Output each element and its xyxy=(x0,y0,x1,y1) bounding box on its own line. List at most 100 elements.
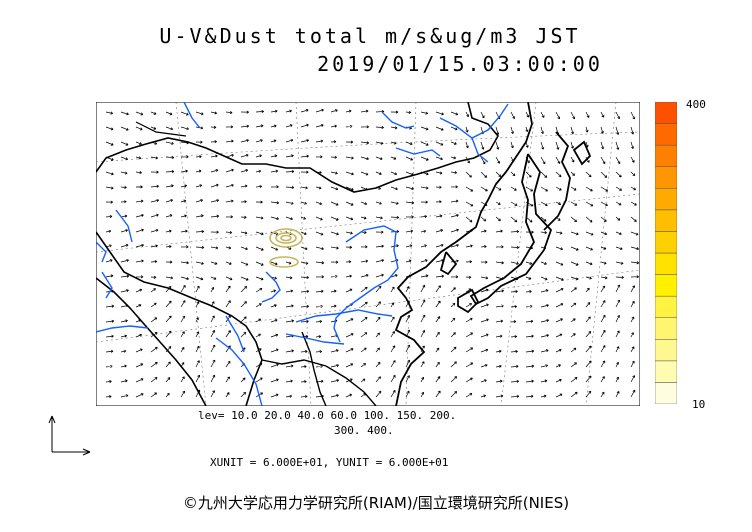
wind-arrow xyxy=(420,111,429,115)
wind-arrow xyxy=(345,109,352,113)
wind-arrow xyxy=(435,347,440,353)
wind-arrow xyxy=(195,301,200,308)
wind-arrow xyxy=(525,111,530,118)
colorbar-min-label: 10 xyxy=(692,398,706,411)
wind-arrow xyxy=(300,246,308,251)
wind-arrow xyxy=(150,377,158,383)
wind-arrow xyxy=(105,304,115,308)
wind-arrow xyxy=(285,261,292,265)
wind-arrow xyxy=(540,334,549,338)
wind-arrow xyxy=(585,156,590,163)
wind-arrow xyxy=(360,316,368,323)
wind-arrow xyxy=(285,124,293,128)
wind-arrow xyxy=(300,216,306,220)
wind-arrow xyxy=(270,216,279,221)
wind-arrow xyxy=(480,303,489,308)
wind-arrow xyxy=(150,228,159,233)
wind-arrow xyxy=(585,390,592,398)
wind-arrow xyxy=(180,199,187,203)
wind-arrow xyxy=(225,215,233,219)
wind-arrow xyxy=(345,171,354,176)
wind-arrow xyxy=(255,139,263,143)
wind-arrow xyxy=(420,391,425,398)
wind-arrow xyxy=(135,378,144,383)
wind-arrow xyxy=(255,303,262,308)
wind-arrow xyxy=(600,186,609,192)
wind-arrow xyxy=(255,169,262,173)
wind-arrow xyxy=(435,111,444,116)
wind-arrow xyxy=(255,216,264,220)
wind-arrow xyxy=(300,365,307,369)
wind-arrow xyxy=(285,169,295,174)
wind-arrow xyxy=(420,284,426,293)
wind-arrow xyxy=(465,332,474,338)
wind-arrow xyxy=(195,184,203,188)
wind-arrow xyxy=(450,287,456,293)
wind-arrow xyxy=(540,349,549,353)
wind-arrow xyxy=(555,333,563,338)
wind-arrow xyxy=(495,186,502,191)
wind-arrow xyxy=(210,154,218,158)
wind-arrow xyxy=(630,141,635,149)
wind-arrow xyxy=(525,349,535,353)
wind-arrow xyxy=(450,199,459,203)
wind-arrow xyxy=(330,171,338,175)
wind-arrow xyxy=(345,260,352,264)
wind-arrow xyxy=(585,126,589,133)
wind-arrow xyxy=(540,379,548,383)
wind-arrow xyxy=(360,201,368,206)
wind-arrow xyxy=(255,261,264,266)
wind-arrow xyxy=(180,376,185,383)
wind-arrow xyxy=(225,139,234,143)
wind-arrow xyxy=(615,299,621,308)
wind-arrow xyxy=(510,186,517,191)
wind-arrow xyxy=(570,362,577,368)
wind-arrow xyxy=(210,246,219,250)
wind-arrow xyxy=(495,216,501,222)
colorbar-max-label: 400 xyxy=(686,98,706,111)
wind-arrow xyxy=(285,349,294,353)
wind-arrow xyxy=(240,276,249,281)
wind-arrow xyxy=(495,289,505,293)
wind-arrow xyxy=(525,334,534,338)
wind-arrow xyxy=(420,329,426,338)
wind-arrow xyxy=(480,171,488,178)
wind-arrow xyxy=(390,126,398,130)
wind-arrow xyxy=(345,333,354,338)
wind-arrow xyxy=(195,169,202,173)
wind-arrow xyxy=(135,393,144,398)
wind-arrow xyxy=(435,229,444,233)
wind-arrow xyxy=(420,274,429,278)
wind-arrow xyxy=(225,125,234,129)
wind-arrow xyxy=(135,348,143,353)
wind-arrow xyxy=(630,346,635,353)
wind-arrow xyxy=(360,274,369,278)
wind-arrow xyxy=(120,229,128,233)
contour-levels-line2: 300. 400. xyxy=(334,424,394,437)
wind-arrow xyxy=(135,185,143,189)
wind-arrow xyxy=(465,303,473,308)
wind-arrow xyxy=(120,214,128,218)
wind-arrow xyxy=(105,126,114,131)
wind-arrow xyxy=(480,363,488,368)
wind-arrow xyxy=(525,304,533,308)
wind-arrow xyxy=(150,244,158,248)
wind-arrow xyxy=(210,183,219,188)
wind-arrow xyxy=(135,243,144,248)
wind-arrow xyxy=(600,111,605,118)
wind-arrow xyxy=(165,169,175,174)
wind-arrow xyxy=(360,286,368,293)
wind-arrow xyxy=(585,201,594,207)
wind-arrow xyxy=(225,246,232,250)
wind-arrow xyxy=(555,231,563,235)
wind-arrow xyxy=(585,287,590,293)
wind-arrow xyxy=(495,201,501,205)
wind-arrow xyxy=(360,378,366,383)
wind-arrow xyxy=(360,245,368,249)
wind-arrow xyxy=(330,274,338,278)
wind-arrow xyxy=(105,186,114,190)
wind-arrow xyxy=(600,300,606,308)
colorbar-band xyxy=(655,339,677,362)
wind-arrow xyxy=(150,213,159,218)
wind-arrow xyxy=(630,316,635,323)
